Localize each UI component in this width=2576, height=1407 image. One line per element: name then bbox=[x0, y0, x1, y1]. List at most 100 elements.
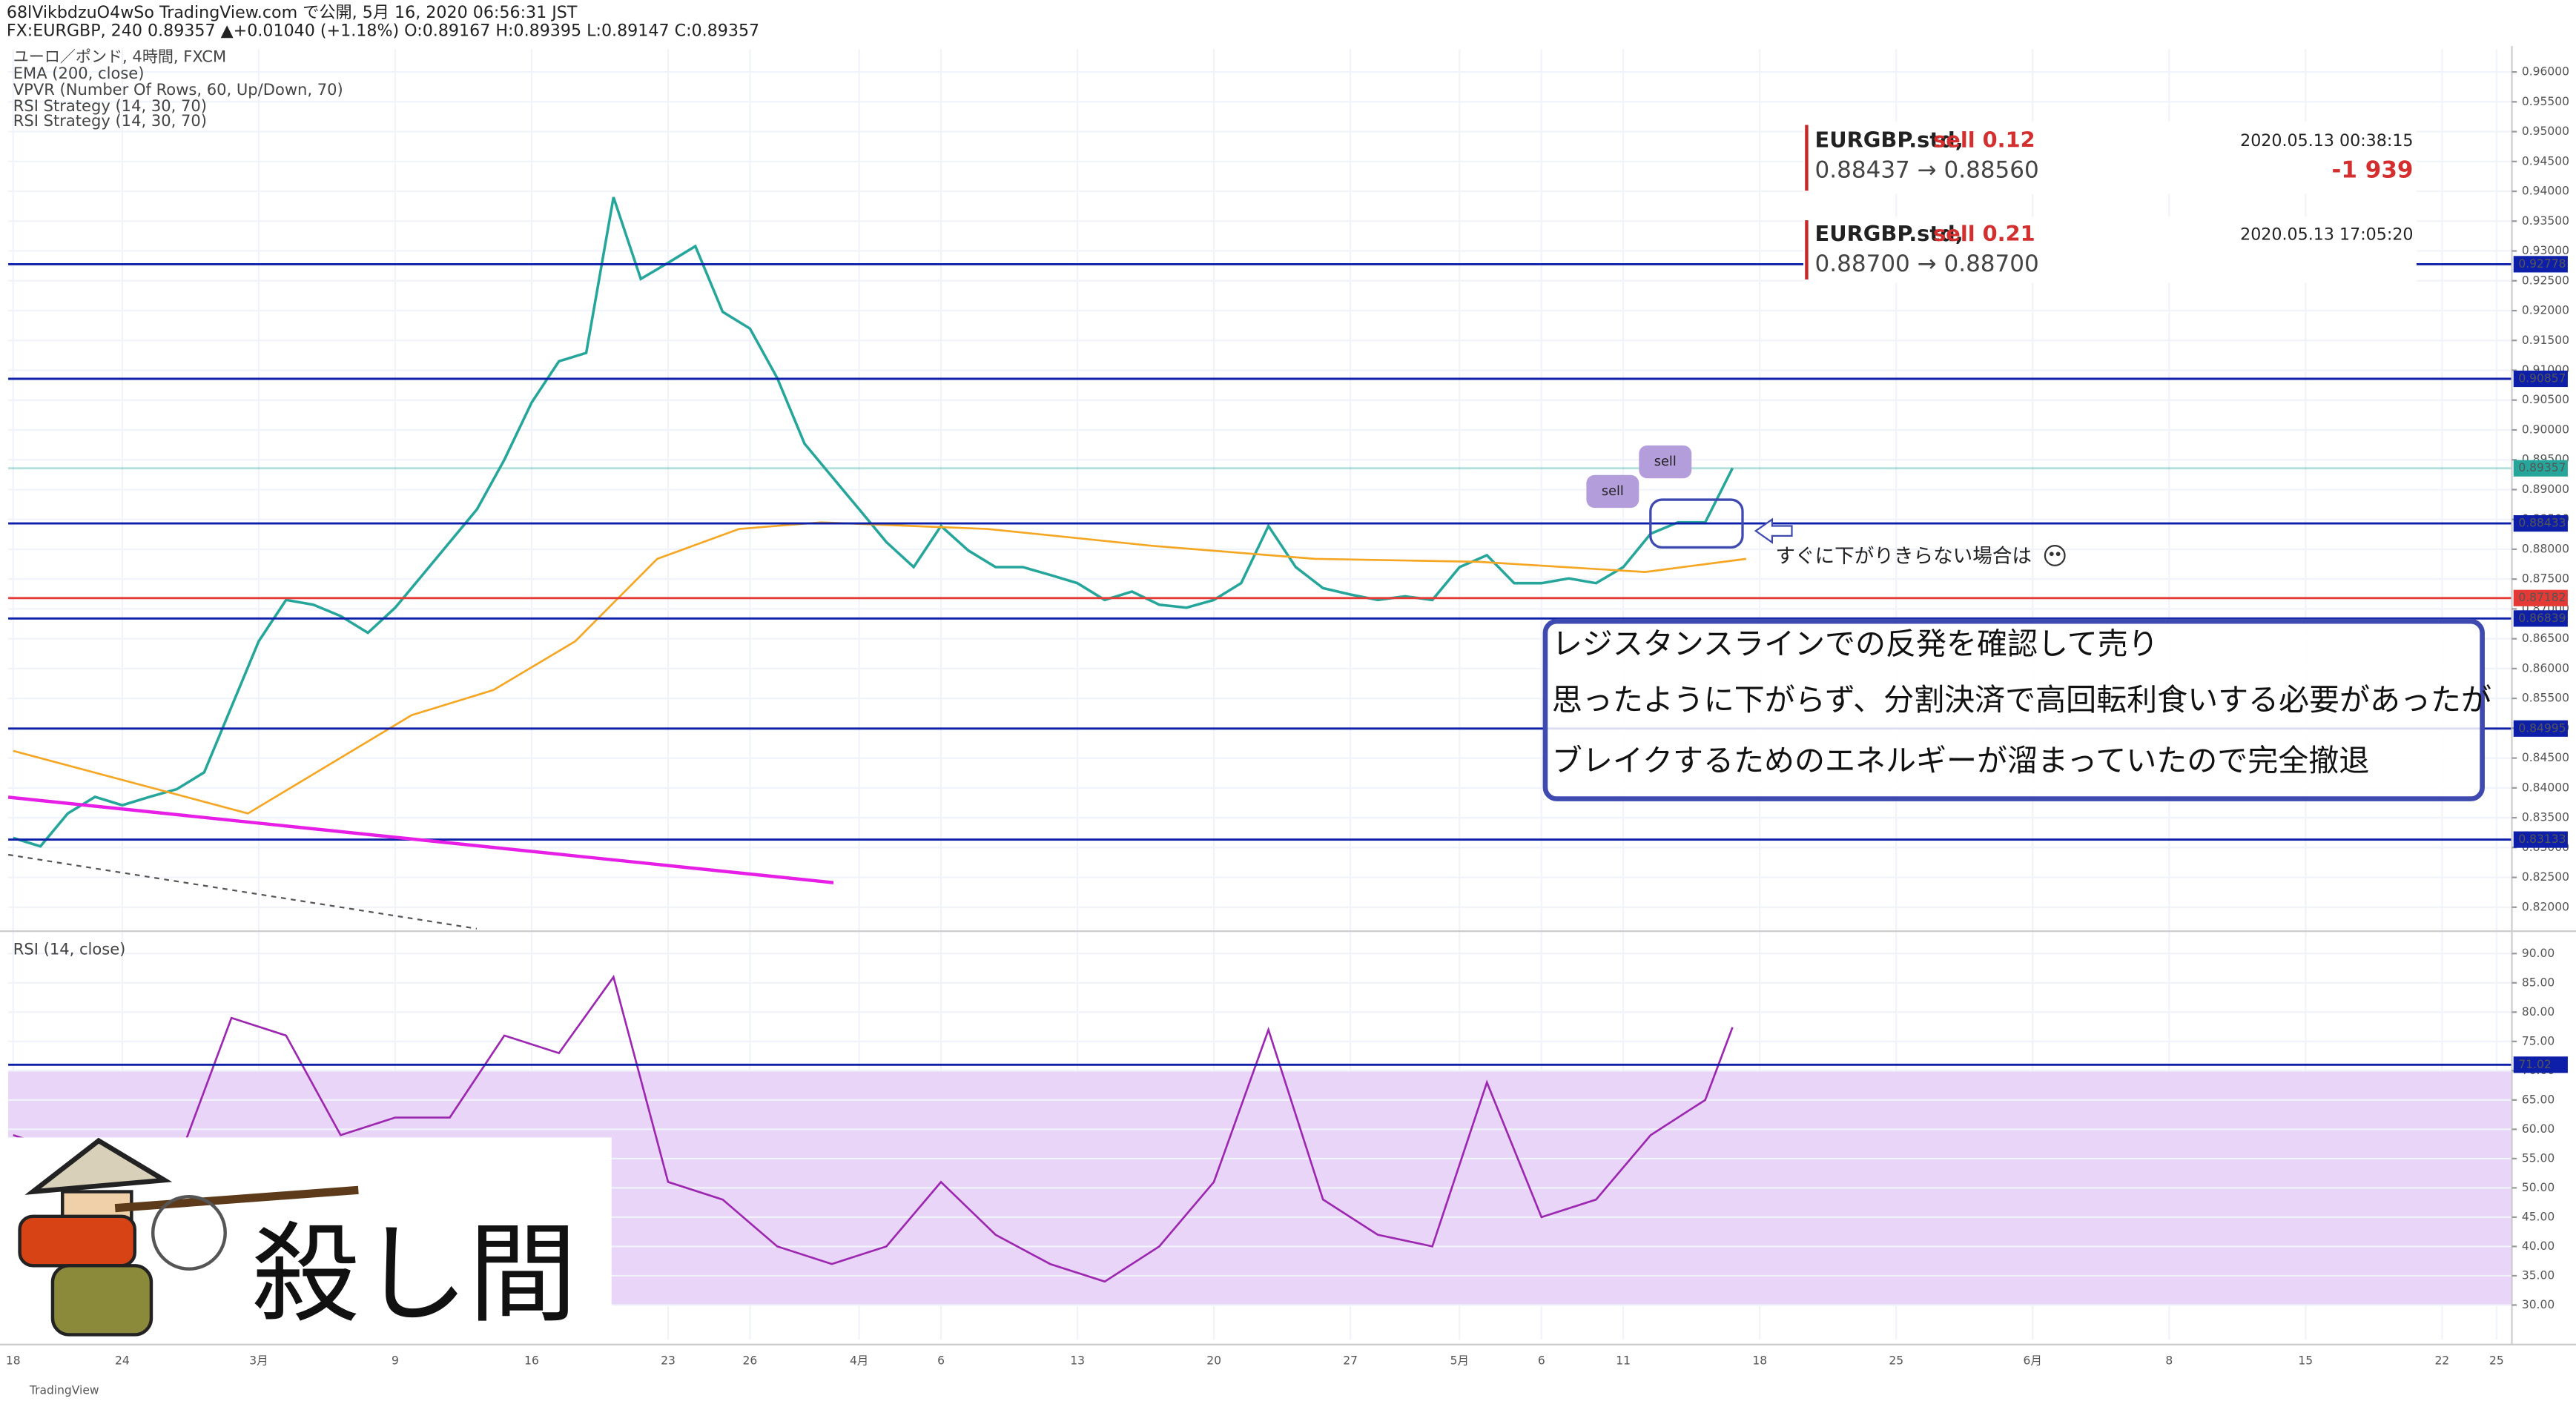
y-tick-label: 0.95500 bbox=[2522, 95, 2569, 108]
trade-prices: 0.88437 → 0.88560 bbox=[1815, 157, 2039, 184]
y-tick-label: 0.87500 bbox=[2522, 572, 2569, 586]
trend-line bbox=[7, 795, 834, 884]
sell-bubble bbox=[1586, 474, 1639, 509]
x-tick-label: 6月 bbox=[2024, 1354, 2042, 1367]
y-tick-label: 45.00 bbox=[2522, 1210, 2554, 1223]
skull-icon bbox=[2044, 545, 2066, 566]
x-tick-label: 25 bbox=[2489, 1354, 2504, 1367]
x-tick-label: 20 bbox=[1206, 1354, 1221, 1367]
x-tick-label: 9 bbox=[392, 1354, 399, 1367]
level-label-bg bbox=[2513, 370, 2568, 388]
trade-time: 2020.05.13 17:05:20 bbox=[2240, 225, 2413, 245]
y-tick-label: 75.00 bbox=[2522, 1034, 2554, 1047]
y-tick-label: 0.94000 bbox=[2522, 185, 2569, 198]
x-tick-label: 27 bbox=[1343, 1354, 1358, 1367]
x-tick-label: 16 bbox=[524, 1354, 539, 1367]
y-tick-label: 0.86000 bbox=[2522, 661, 2569, 675]
level-label: 0.89357 bbox=[2518, 461, 2566, 474]
level-label: 0.86839 bbox=[2518, 612, 2566, 625]
y-tick-label: 0.86500 bbox=[2522, 632, 2569, 645]
sell-label: sell bbox=[1654, 454, 1677, 469]
x-tick-label: 6 bbox=[1538, 1354, 1545, 1367]
comment-line: 思ったように下がらず、分割決済で高回転利食いする必要があったが bbox=[1552, 682, 2491, 718]
rsi-title: RSI (14, close) bbox=[13, 940, 126, 959]
series-line bbox=[13, 521, 1747, 815]
level-label: 71.02 bbox=[2518, 1058, 2551, 1071]
x-tick-label: 18 bbox=[6, 1354, 21, 1367]
y-tick-label: 0.95000 bbox=[2522, 125, 2569, 138]
level-label-bg bbox=[2513, 610, 2568, 627]
header-line1: 68lVikbdzuO4wSo TradingView.com で公開, 5月 … bbox=[7, 3, 578, 22]
trade-card bbox=[1803, 216, 2417, 283]
y-tick-label: 0.85500 bbox=[2522, 692, 2569, 705]
y-tick-label: 0.84500 bbox=[2522, 751, 2569, 764]
x-tick-label: 26 bbox=[743, 1354, 758, 1367]
y-tick-label: 0.89000 bbox=[2522, 483, 2569, 496]
legend-ema: EMA (200, close) bbox=[13, 64, 145, 82]
x-tick-label: 23 bbox=[661, 1354, 676, 1367]
y-tick-label: 0.84000 bbox=[2522, 781, 2569, 794]
y-tick-label: 0.82500 bbox=[2522, 870, 2569, 884]
y-tick-label: 90.00 bbox=[2522, 947, 2554, 960]
y-tick-label: 80.00 bbox=[2522, 1005, 2554, 1019]
y-tick-label: 0.88000 bbox=[2522, 542, 2569, 555]
y-tick-label: 0.83500 bbox=[2522, 811, 2569, 824]
trade-card bbox=[1803, 122, 2417, 194]
x-tick-label: 22 bbox=[2434, 1354, 2449, 1367]
x-tick-label: 4月 bbox=[850, 1354, 868, 1367]
y-tick-label: 0.92500 bbox=[2522, 274, 2569, 287]
x-tick-label: 15 bbox=[2298, 1354, 2313, 1367]
y-tick-label: 0.93500 bbox=[2522, 214, 2569, 228]
y-tick-label: 0.90500 bbox=[2522, 393, 2569, 406]
note: すぐに下がりきらない場合は bbox=[1775, 545, 2032, 568]
trade-side: sell 0.21 bbox=[1933, 221, 2035, 246]
trade-symbol: EURGBP.std, bbox=[1815, 221, 1964, 246]
y-tick-label: 30.00 bbox=[2522, 1298, 2554, 1311]
y-tick-label: 0.90000 bbox=[2522, 423, 2569, 436]
legend-symbol: ユーロ／ポンド, 4時間, FXCM bbox=[13, 47, 226, 66]
x-tick-label: 25 bbox=[1889, 1354, 1903, 1367]
sell-bubble bbox=[1639, 445, 1692, 479]
level-label: 0.88433 bbox=[2518, 517, 2566, 530]
y-tick-label: 0.96000 bbox=[2522, 65, 2569, 79]
y-tick-label: 40.00 bbox=[2522, 1239, 2554, 1253]
trade-profit: -1 939 bbox=[2332, 157, 2414, 184]
level-label: 0.87182 bbox=[2518, 591, 2566, 604]
series-line bbox=[13, 196, 1734, 848]
level-label-bg bbox=[2513, 720, 2568, 737]
x-tick-label: 6 bbox=[937, 1354, 945, 1367]
y-tick-label: 60.00 bbox=[2522, 1122, 2554, 1136]
y-tick-label: 50.00 bbox=[2522, 1181, 2554, 1194]
axes-layer: 0.820000.825000.830000.835000.840000.845… bbox=[6, 65, 2569, 1368]
comment-line: ブレイクするためのエネルギーが溜まっていたので完全撤退 bbox=[1552, 743, 2369, 778]
y-tick-label: 85.00 bbox=[2522, 976, 2554, 989]
trade-side: sell 0.12 bbox=[1933, 128, 2035, 153]
level-label-bg bbox=[2513, 1056, 2568, 1073]
y-tick-label: 65.00 bbox=[2522, 1093, 2554, 1106]
trade-prices: 0.88700 → 0.88700 bbox=[1815, 251, 2039, 277]
y-tick-label: 0.93000 bbox=[2522, 244, 2569, 257]
y-tick-label: 35.00 bbox=[2522, 1268, 2554, 1282]
trade-panel: EURGBP.std, sell 0.12 2020.05.13 00:38:1… bbox=[1803, 122, 2417, 283]
dashed-line bbox=[7, 853, 478, 930]
level-label-bg bbox=[2513, 460, 2568, 477]
x-tick-label: 11 bbox=[1616, 1354, 1631, 1367]
x-tick-label: 3月 bbox=[249, 1354, 268, 1367]
header-line2: FX:EURGBP, 240 0.89357 ▲+0.01040 (+1.18%… bbox=[7, 21, 759, 41]
x-tick-label: 13 bbox=[1070, 1354, 1085, 1367]
comment-box bbox=[1542, 618, 2485, 801]
y-tick-label: 0.91500 bbox=[2522, 334, 2569, 347]
x-tick-label: 24 bbox=[115, 1354, 130, 1367]
y-tick-label: 55.00 bbox=[2522, 1151, 2554, 1165]
comment-line: レジスタンスラインでの反発を確認して売り bbox=[1552, 626, 2159, 661]
y-tick-label: 0.92000 bbox=[2522, 304, 2569, 317]
level-label-bg bbox=[2513, 831, 2568, 848]
level-label: 0.83133 bbox=[2518, 832, 2566, 846]
y-tick-label: 0.94500 bbox=[2522, 154, 2569, 168]
x-tick-label: 8 bbox=[2165, 1354, 2173, 1367]
x-tick-label: 5月 bbox=[1450, 1354, 1469, 1367]
sell-label: sell bbox=[1602, 484, 1624, 499]
samurai-icon bbox=[18, 1137, 359, 1337]
trade-symbol: EURGBP.std, bbox=[1815, 128, 1964, 153]
